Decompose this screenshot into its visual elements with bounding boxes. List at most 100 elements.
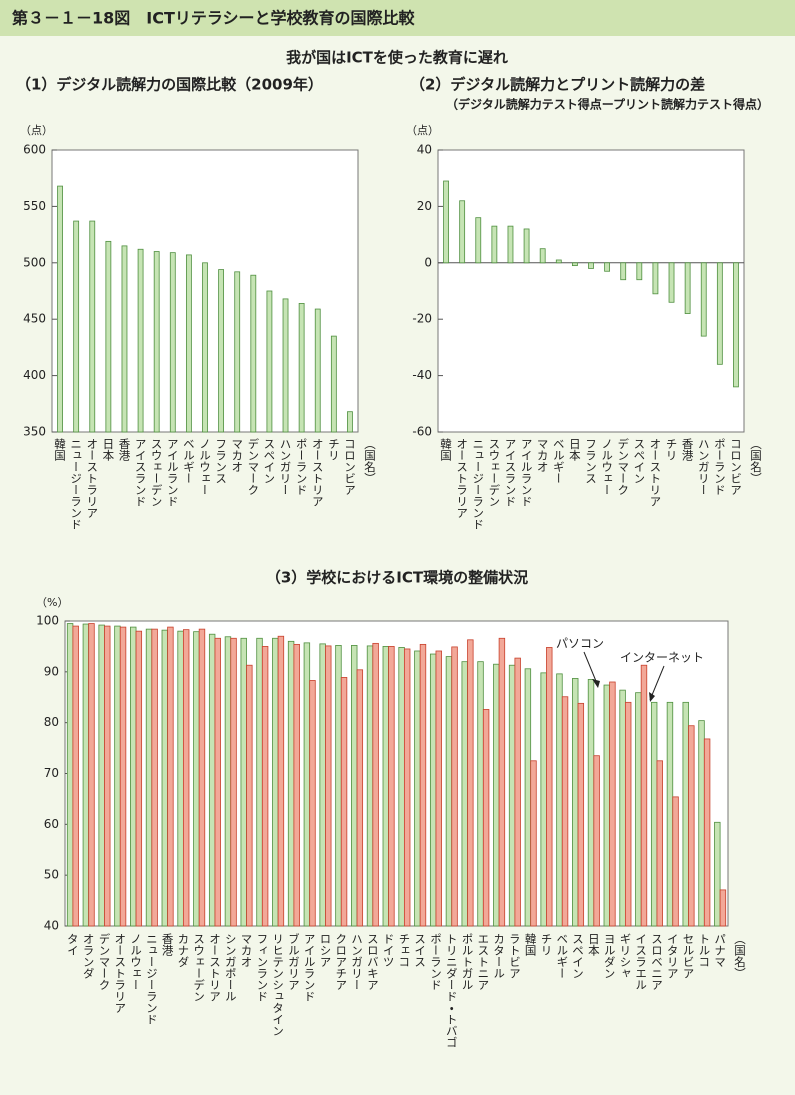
x-axis-label: （国名） xyxy=(363,438,377,484)
x-tick-label: コロンビア xyxy=(343,438,357,496)
bar xyxy=(261,646,269,927)
y-tick-label: 80 xyxy=(44,715,59,729)
x-tick-label: イタリア xyxy=(666,933,680,979)
bar xyxy=(309,680,316,927)
x-tick-label: デンマーク xyxy=(246,437,260,495)
bar xyxy=(603,684,611,927)
bar xyxy=(668,262,675,303)
x-tick-label: ドイツ xyxy=(382,933,396,968)
bar xyxy=(451,646,458,927)
bar xyxy=(588,262,594,269)
bar xyxy=(604,262,611,272)
bar xyxy=(277,635,285,927)
bar xyxy=(700,262,707,337)
x-tick-label: デンマーク xyxy=(97,932,111,990)
x-tick-label: 日本 xyxy=(101,438,115,462)
bar xyxy=(698,720,705,927)
bar xyxy=(624,701,632,927)
x-tick-label: スウェーデン xyxy=(150,438,164,507)
x-tick-label: オーストラリア xyxy=(113,933,127,1014)
y-unit: （点） xyxy=(406,124,439,137)
y-tick-label: 20 xyxy=(417,199,432,213)
y-tick-label: 70 xyxy=(44,766,59,780)
bar xyxy=(137,248,144,433)
x-tick-label: ベルギー xyxy=(182,438,196,484)
bar xyxy=(461,661,468,927)
bar xyxy=(330,335,337,433)
x-tick-label: マカオ xyxy=(230,438,244,473)
y-unit: （%） xyxy=(36,596,68,609)
x-tick-label: タイ xyxy=(66,933,80,956)
y-tick-label: 100 xyxy=(36,614,59,628)
figure-subtitle: 我が国はICTを使った教育に遅れ xyxy=(286,49,508,67)
bar xyxy=(256,637,263,927)
y-tick-label: 600 xyxy=(23,143,46,157)
bar xyxy=(177,630,184,927)
header-bar xyxy=(0,0,795,36)
x-tick-label: オーストリア xyxy=(311,438,325,507)
bar xyxy=(530,760,537,927)
x-tick-label: リヒテンシュタイン xyxy=(271,933,285,1037)
x-tick-label: アイスランド xyxy=(503,438,517,507)
bar xyxy=(714,821,721,927)
x-tick-label: チリ xyxy=(327,438,341,461)
bar xyxy=(459,200,466,264)
x-tick-label: オーストラリア xyxy=(85,438,99,519)
arrow-head xyxy=(649,692,655,702)
x-tick-label: ニュージーランド xyxy=(471,438,485,530)
bar xyxy=(185,254,192,433)
arrow-head xyxy=(592,679,600,688)
bar xyxy=(620,262,627,281)
y-tick-label: 90 xyxy=(44,664,59,678)
bar xyxy=(666,701,674,927)
bar xyxy=(672,796,679,927)
bar xyxy=(105,240,112,433)
bar xyxy=(135,630,143,927)
annotation: パソコン xyxy=(556,637,604,651)
x-tick-label: ロシア xyxy=(318,933,332,968)
x-tick-label: ポーランド xyxy=(713,438,727,496)
bar xyxy=(572,678,579,927)
x-tick-label: マカオ xyxy=(240,933,254,968)
bar xyxy=(493,663,500,927)
x-tick-label: チェコ xyxy=(397,933,411,968)
x-tick-label: ノルウェー xyxy=(129,933,143,991)
bar xyxy=(121,245,128,433)
bar xyxy=(491,225,498,264)
x-tick-label: アイルランド xyxy=(520,438,534,507)
bar xyxy=(114,625,121,927)
bar xyxy=(230,637,237,927)
bar xyxy=(282,298,289,433)
bar xyxy=(539,248,546,264)
bar xyxy=(482,709,490,927)
bar xyxy=(169,252,176,433)
x-tick-label: オーストリア xyxy=(208,933,222,1002)
x-tick-label: ブルガリア xyxy=(287,932,301,990)
bar xyxy=(198,628,206,927)
bar xyxy=(224,636,232,927)
x-tick-label: チリ xyxy=(665,438,679,461)
x-tick-label: 香港 xyxy=(117,438,131,461)
bar xyxy=(293,643,300,927)
x-tick-label: スペイン xyxy=(262,438,276,484)
bar xyxy=(467,639,474,927)
x-tick-label: マカオ xyxy=(536,438,550,473)
bar xyxy=(303,642,311,927)
x-tick-label: ポルトガル xyxy=(461,933,475,991)
bar xyxy=(104,625,111,927)
bar xyxy=(151,628,158,927)
chart-title: （3）学校におけるICT環境の整備状況 xyxy=(266,569,528,587)
bar xyxy=(555,259,562,264)
bar xyxy=(414,650,421,927)
bar xyxy=(153,251,160,433)
x-tick-label: スウェーデン xyxy=(192,933,206,1002)
x-tick-label: ベルギー xyxy=(552,438,566,484)
x-tick-label: ラトビア xyxy=(508,933,522,979)
x-tick-label: 韓国 xyxy=(524,933,538,957)
x-tick-label: ヨルダン xyxy=(603,933,617,979)
bar xyxy=(130,626,137,927)
x-tick-label: スペイン xyxy=(632,438,646,484)
x-tick-label: 日本 xyxy=(568,438,582,462)
bar xyxy=(508,664,516,927)
bar xyxy=(272,637,279,927)
